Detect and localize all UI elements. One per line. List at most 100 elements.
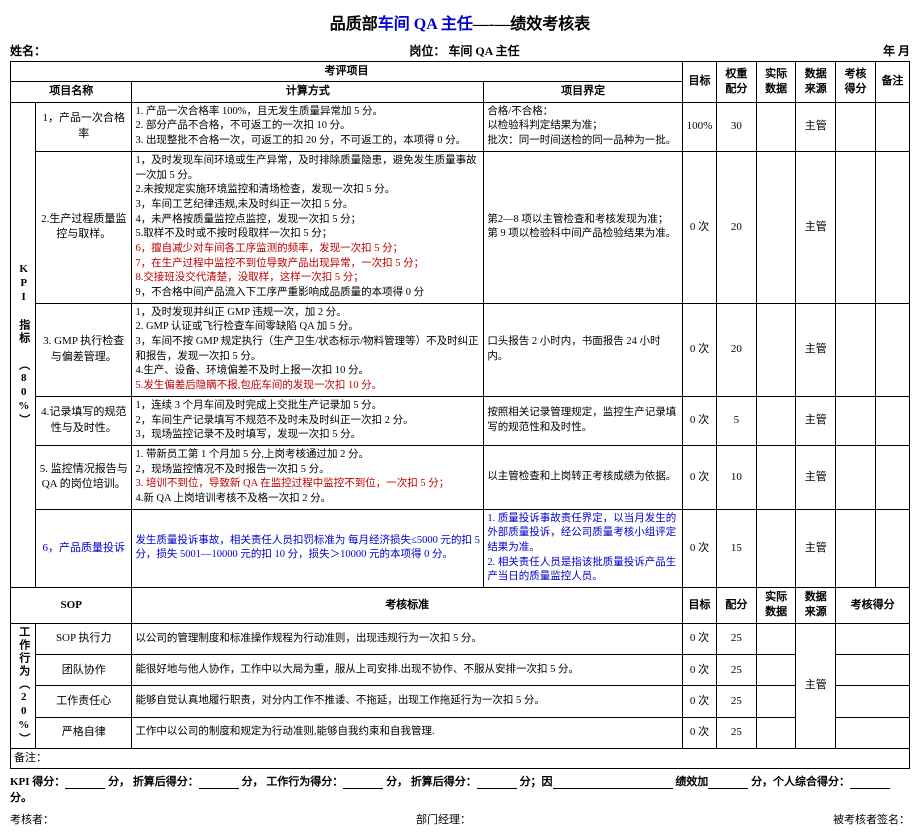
work-actual [756, 717, 796, 748]
work-name: SOP 执行力 [35, 623, 131, 654]
f-end: 分。 [10, 789, 32, 805]
kpi-def: 第2—8 项以主管检查和考核发现为准； 第 9 项以检验科中间产品检验结果为准。 [484, 151, 683, 303]
kpi-target: 0 次 [682, 303, 716, 396]
kpi-score [836, 445, 876, 509]
work-source: 主管 [796, 623, 836, 748]
kpi-def: 以主管检查和上岗转正考核成绩为依据。 [484, 445, 683, 509]
h-target2: 目标 [682, 588, 716, 624]
kpi-target: 0 次 [682, 396, 716, 445]
work-alloc: 25 [717, 686, 757, 717]
blank [343, 777, 383, 789]
title-suffix: —-—绩效考核表 [473, 16, 590, 33]
name-label: 姓名： [10, 42, 46, 59]
h-source: 数据来源 [796, 62, 836, 103]
work-actual [756, 623, 796, 654]
kpi-name: 3. GMP 执行检查与偏差管理。 [35, 303, 131, 396]
post-label: 岗位： 车间 QA 主任 [409, 42, 519, 59]
h-eval-items: 考评项目 [11, 62, 683, 82]
footer-note: 备注： [11, 748, 910, 768]
h-score2: 考核得分 [836, 588, 910, 624]
work-target: 0 次 [682, 623, 716, 654]
kpi-score [836, 102, 876, 151]
kpi-score [836, 396, 876, 445]
f-fen2: 分， [242, 773, 264, 789]
kpi-actual [756, 102, 796, 151]
work-target: 0 次 [682, 655, 716, 686]
kpi-calc: 1，连续 3 个月车间及时完成上交批生产记录加 5 分。2，车间生产记录填写不规… [132, 396, 484, 445]
blank [850, 777, 890, 789]
f-because: 分；因 [520, 773, 553, 789]
kpi-name: 2.生产过程质量监控与取样。 [35, 151, 131, 303]
work-std: 工作中以公司的制度和规定为行动准则,能够自我约束和自我管理. [132, 717, 683, 748]
footer-scores: KPI 得分： 分， 折算后得分： 分， 工作行为得分： 分， 折算后得分： 分… [10, 773, 910, 805]
blank [477, 777, 517, 789]
kpi-actual [756, 445, 796, 509]
kpi-weight: 30 [717, 102, 757, 151]
h-proj-name: 项目名称 [11, 82, 132, 102]
work-score [836, 686, 910, 717]
h-score: 考核得分 [836, 62, 876, 103]
header-row: 姓名： 岗位： 车间 QA 主任 年 月 [10, 42, 910, 59]
kpi-calc: 1. 带新员工第 1 个月加 5 分,上岗考核通过加 2 分。2，现场监控情况不… [132, 445, 484, 509]
kpi-weight: 20 [717, 303, 757, 396]
kpi-score [836, 151, 876, 303]
kpi-name: 1，产品一次合格率 [35, 102, 131, 151]
kpi-source: 主管 [796, 102, 836, 151]
f-personal: 分，个人综合得分： [751, 773, 850, 789]
blank [708, 777, 748, 789]
h-actual: 实际数据 [756, 62, 796, 103]
kpi-source: 主管 [796, 151, 836, 303]
f-conv1: 折算后得分： [133, 773, 199, 789]
kpi-remark [875, 303, 909, 396]
kpi-score [836, 303, 876, 396]
kpi-calc: 1，及时发现并纠正 GMP 违规一次，加 2 分。2. GMP 认证或飞行检查车… [132, 303, 484, 396]
h-sop: SOP [11, 588, 132, 624]
kpi-calc: 1，及时发现车间环境或生产异常，及时排除质量隐患，避免发生质量事故一次加 5 分… [132, 151, 484, 303]
kpi-name: 5. 监控情况报告与 QA 的岗位培训。 [35, 445, 131, 509]
kpi-source: 主管 [796, 509, 836, 587]
sign-row: 考核者： 部门经理： 被考核者签名： [10, 811, 910, 827]
kpi-actual [756, 396, 796, 445]
f-fen1: 分， [108, 773, 130, 789]
h-target: 目标 [682, 62, 716, 103]
section-kpi: KPI 指标 （80%） [11, 102, 36, 587]
work-name: 团队协作 [35, 655, 131, 686]
work-score [836, 655, 910, 686]
f-conv2: 折算后得分： [411, 773, 477, 789]
kpi-actual [756, 303, 796, 396]
work-actual [756, 655, 796, 686]
kpi-source: 主管 [796, 303, 836, 396]
f-fen3: 分， [386, 773, 408, 789]
kpi-calc: 发生质量投诉事故，相关责任人员扣罚标准为 每月经济损失≤5000 元的扣 5 分… [132, 509, 484, 587]
work-std: 能够自觉认真地履行职责，对分内工作不推诿、不拖延，出现工作拖延行为一次扣 5 分… [132, 686, 683, 717]
title-blue: 车间 QA 主任 [378, 16, 473, 33]
work-alloc: 25 [717, 717, 757, 748]
h-alloc: 配分 [717, 588, 757, 624]
blank [65, 777, 105, 789]
h-proj-def: 项目界定 [484, 82, 683, 102]
page-title: 品质部车间 QA 主任—-—绩效考核表 [10, 10, 910, 34]
kpi-remark [875, 102, 909, 151]
kpi-remark [875, 151, 909, 303]
h-std: 考核标准 [132, 588, 683, 624]
kpi-calc: 1. 产品一次合格率 100%，且无发生质量异常加 5 分。2. 部分产品不合格… [132, 102, 484, 151]
kpi-actual [756, 509, 796, 587]
kpi-actual [756, 151, 796, 303]
kpi-def: 1. 质量投诉事故责任界定，以当月发生的外部质量投诉，经公司质量考核小组评定结果… [484, 509, 683, 587]
assessor-label: 考核者： [10, 811, 54, 827]
blank [199, 777, 239, 789]
kpi-source: 主管 [796, 445, 836, 509]
kpi-remark [875, 445, 909, 509]
kpi-source: 主管 [796, 396, 836, 445]
work-actual [756, 686, 796, 717]
f-work: 工作行为得分： [266, 773, 343, 789]
work-std: 以公司的管理制度和标准操作规程为行动准则，出现违规行为一次扣 5 分。 [132, 623, 683, 654]
kpi-def: 合格/不合格： 以检验科判定结果为准； 批次：同一时间送检的同一品种为一批。 [484, 102, 683, 151]
date-label: 年 月 [883, 42, 910, 59]
work-alloc: 25 [717, 623, 757, 654]
section-work: 工作行为（20%） [11, 623, 36, 748]
work-target: 0 次 [682, 717, 716, 748]
kpi-target: 0 次 [682, 509, 716, 587]
kpi-remark [875, 396, 909, 445]
work-score [836, 717, 910, 748]
